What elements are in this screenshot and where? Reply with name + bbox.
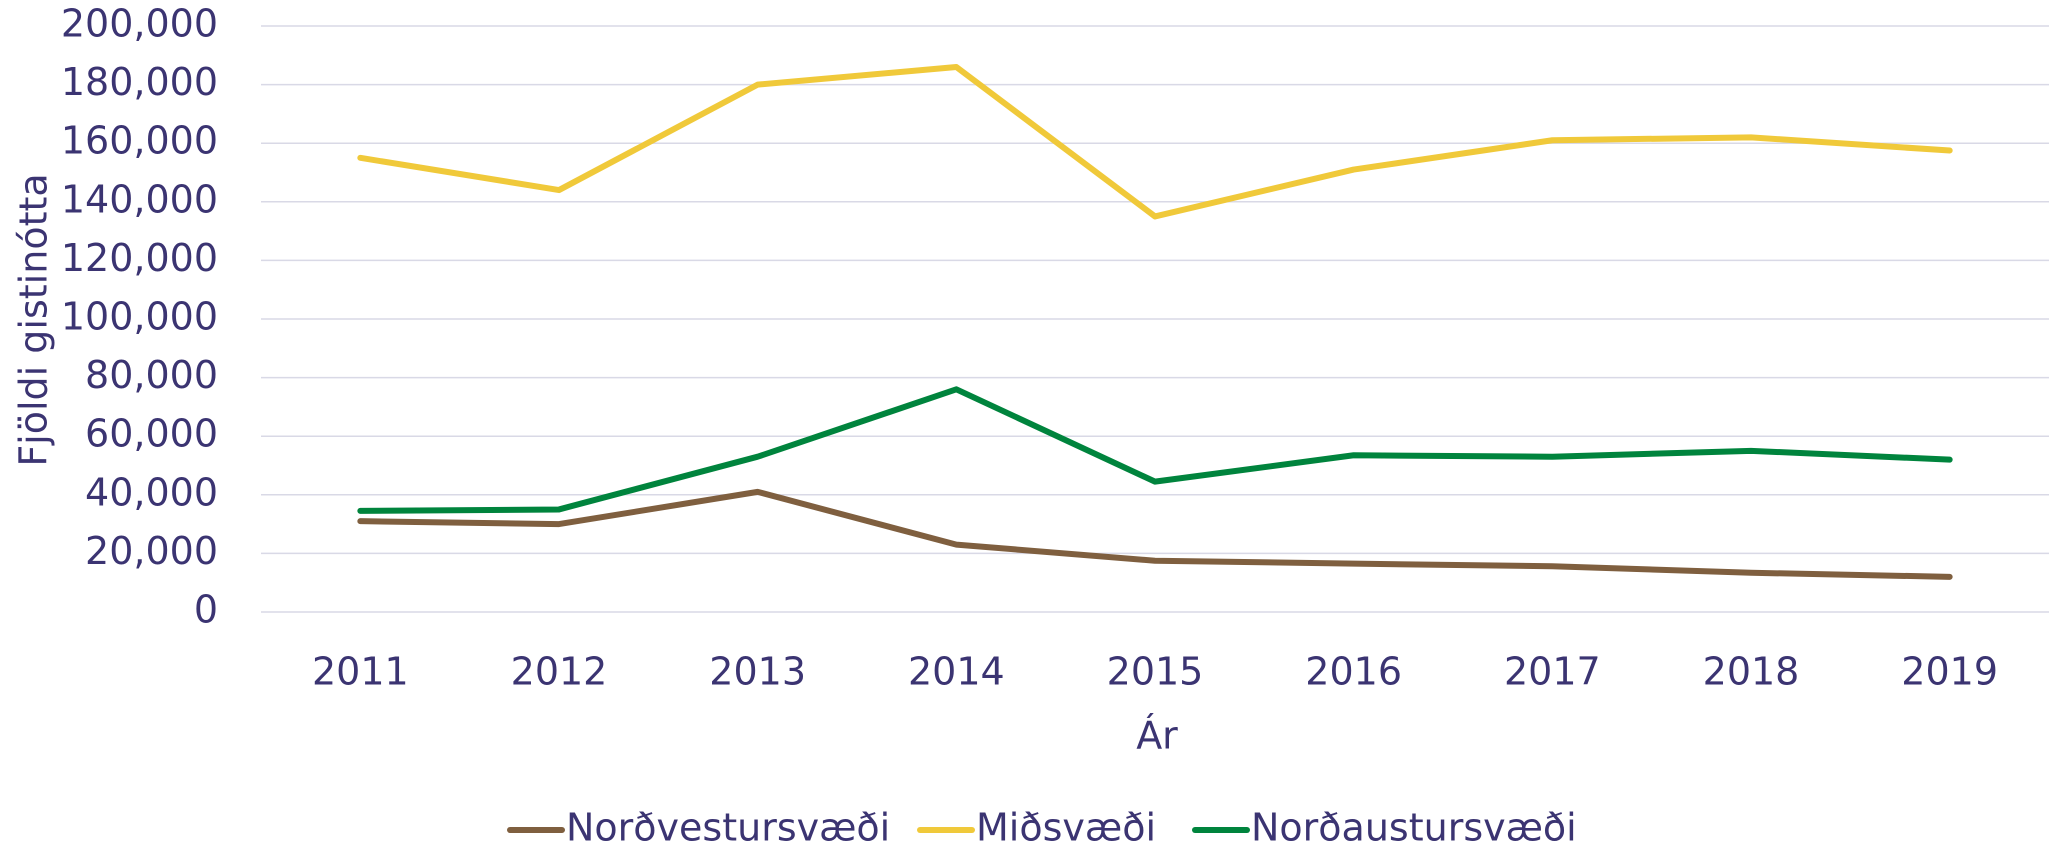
y-tick-label: 160,000 xyxy=(61,119,218,163)
legend-label: Norðaustursvæði xyxy=(1251,806,1577,848)
x-axis-title: Ár xyxy=(1136,714,1178,758)
y-tick-label: 80,000 xyxy=(85,353,218,397)
y-tick-label: 20,000 xyxy=(85,529,218,573)
x-tick-label: 2016 xyxy=(1305,650,1402,694)
legend-label: Miðsvæði xyxy=(976,806,1156,848)
line-series xyxy=(357,488,1953,580)
x-tick-label: 2011 xyxy=(312,650,409,694)
y-tick-label: 200,000 xyxy=(61,2,218,46)
y-tick-label: 140,000 xyxy=(61,177,218,221)
x-tick-label: 2017 xyxy=(1504,650,1601,694)
y-axis-title: Fjöldi gistinótta xyxy=(12,173,56,466)
line-series xyxy=(357,386,1953,514)
x-tick-label: 2012 xyxy=(511,650,608,694)
legend-label: Norðvestursvæði xyxy=(566,806,890,848)
y-tick-label: 120,000 xyxy=(61,236,218,280)
y-tick-label: 180,000 xyxy=(61,60,218,104)
y-tick-label: 60,000 xyxy=(85,412,218,456)
line-series xyxy=(357,64,1953,220)
y-tick-label: 100,000 xyxy=(61,295,218,339)
y-tick-label: 40,000 xyxy=(85,470,218,514)
x-tick-label: 2018 xyxy=(1703,650,1800,694)
x-tick-label: 2015 xyxy=(1107,650,1204,694)
y-tick-label: 0 xyxy=(194,588,218,632)
x-tick-label: 2014 xyxy=(908,650,1005,694)
x-tick-label: 2019 xyxy=(1901,650,1998,694)
x-tick-label: 2013 xyxy=(709,650,806,694)
